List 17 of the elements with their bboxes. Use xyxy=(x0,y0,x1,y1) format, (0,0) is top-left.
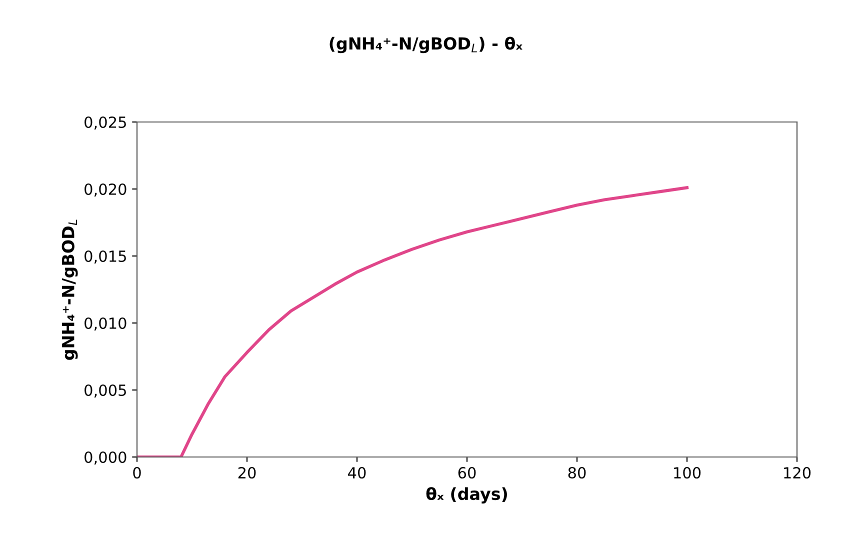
x-axis-title: θₓ (days) xyxy=(426,487,507,504)
x-tick-label: 100 xyxy=(674,466,701,479)
y-axis-title: gNH₄⁺-N/gBOD$_{L}$ xyxy=(62,220,78,360)
y-tick-label: 0,005 xyxy=(84,384,126,398)
y-tick-label: 0,025 xyxy=(84,116,126,130)
y-tick-label: 0,000 xyxy=(84,451,126,465)
chart-title: (gNH₄⁺-N/gBOD$_{L}$) - θₓ xyxy=(330,36,522,54)
y-tick-label: 0,010 xyxy=(84,317,126,331)
x-tick-label: 80 xyxy=(568,466,586,479)
x-tick-label: 60 xyxy=(458,466,476,479)
line-series xyxy=(137,186,689,457)
x-tick-label: 0 xyxy=(133,466,141,479)
y-tick-label: 0,015 xyxy=(84,250,126,264)
x-tick-label: 20 xyxy=(238,466,256,479)
x-tick-label: 40 xyxy=(348,466,366,479)
x-tick-label: 120 xyxy=(784,466,811,479)
y-tick-label: 0,020 xyxy=(84,183,126,197)
